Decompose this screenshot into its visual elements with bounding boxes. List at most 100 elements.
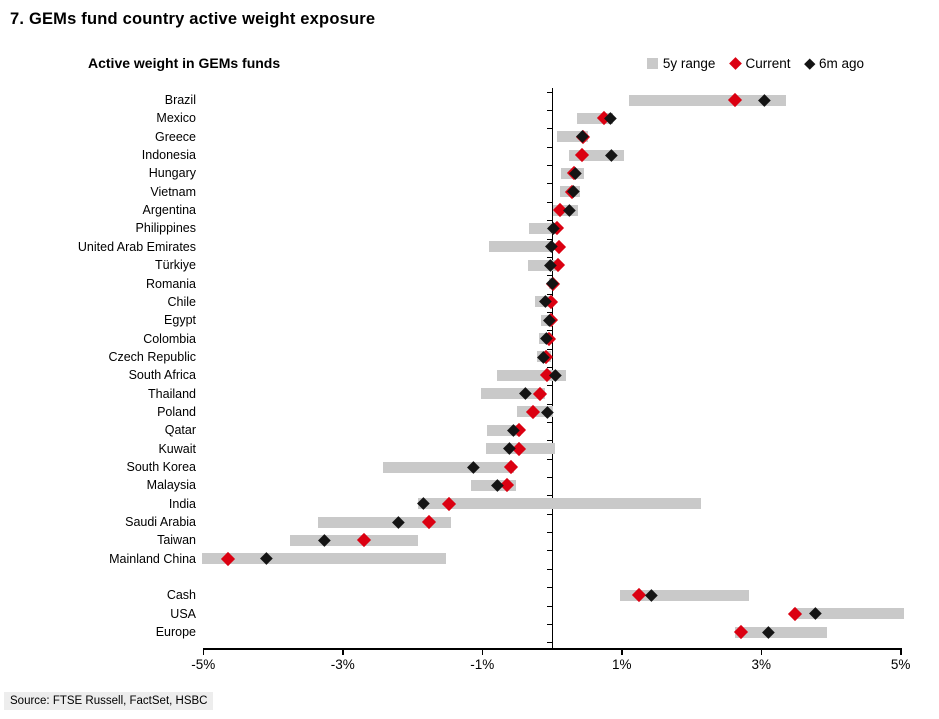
legend-six-m-label: 6m ago (818, 56, 864, 71)
zero-axis-tick (546, 605, 552, 607)
row-label: Indonesia (141, 148, 196, 163)
zero-axis-tick (546, 238, 552, 240)
row-label: Romania (145, 276, 196, 291)
zero-axis-tick (546, 403, 552, 405)
range-bar (528, 222, 557, 234)
zero-axis-tick (546, 146, 552, 148)
legend: 5y range Current 6m ago (646, 56, 864, 71)
row-label: South Africa (128, 368, 196, 383)
row-label: Cash (166, 588, 196, 603)
row-label: Egypt (164, 313, 196, 328)
zero-axis-tick (546, 366, 552, 368)
range-bar (569, 149, 624, 161)
row-label: South Korea (126, 460, 197, 474)
chart-title: 7. GEMs fund country active weight expos… (10, 10, 376, 28)
range-bar (619, 589, 749, 601)
zero-axis-tick (546, 513, 552, 515)
zero-axis-tick (546, 477, 552, 479)
zero-axis-tick (546, 422, 552, 423)
row-label: Thailand (148, 386, 196, 401)
range-bar (201, 553, 446, 565)
chart-subtitle: Active weight in GEMs funds (88, 55, 281, 71)
zero-axis-tick (546, 311, 552, 313)
range-bar (528, 259, 557, 271)
zero-axis-tick (546, 110, 552, 112)
zero-axis-tick (546, 256, 552, 258)
row-label: Europe (155, 625, 196, 640)
row-label: Mexico (156, 111, 196, 126)
legend-item-range: 5y range (646, 56, 716, 71)
range-bar (487, 424, 522, 436)
zero-axis-tick (546, 458, 552, 460)
zero-axis-tick (546, 348, 552, 350)
range-bar (418, 498, 702, 510)
zero-axis-tick (546, 642, 552, 644)
x-axis-tick-label: -1% (470, 657, 495, 672)
range-bar (383, 461, 515, 473)
range-bar (577, 112, 614, 124)
row-label: Greece (155, 129, 196, 144)
row-label: India (168, 496, 196, 511)
row-label: Brazil (164, 93, 196, 107)
zero-axis-line (551, 88, 553, 648)
row-label: Argentina (142, 203, 196, 218)
range-bar (792, 608, 905, 620)
zero-axis-tick (546, 220, 552, 222)
legend-range-label: 5y range (662, 56, 716, 71)
row-label: Colombia (143, 331, 196, 346)
row-label: Türkiye (155, 258, 196, 273)
range-bar (489, 241, 552, 253)
x-axis-tick-label: 3% (751, 657, 771, 672)
x-axis-tick-label: 1% (611, 657, 632, 672)
range-bar (556, 131, 589, 143)
row-label: Czech Republic (108, 349, 196, 364)
x-axis-tick (342, 648, 344, 655)
range-bar (480, 388, 546, 400)
zero-axis-tick (546, 330, 552, 332)
row-label: United Arab Emirates (77, 239, 196, 254)
x-axis-tick (621, 648, 623, 655)
row-label: Philippines (135, 221, 196, 236)
range-bar (628, 94, 786, 106)
zero-axis-tick (546, 587, 552, 589)
range-bar-swatch-icon (646, 58, 658, 69)
zero-axis-tick (546, 201, 552, 203)
row-label: Mainland China (109, 551, 196, 566)
zero-axis-tick (546, 440, 552, 442)
x-axis-tick (760, 648, 763, 655)
x-axis-tick (481, 648, 484, 655)
range-bar (318, 516, 451, 528)
range-bar (290, 534, 419, 546)
zero-axis-tick (546, 293, 552, 295)
row-label: USA (170, 606, 196, 621)
zero-axis-tick (546, 165, 552, 167)
row-label: Chile (167, 294, 197, 309)
x-axis-tick (202, 648, 205, 655)
row-label: Vietnam (150, 184, 196, 199)
x-axis-tick (900, 648, 902, 655)
legend-current-label: Current (745, 56, 791, 71)
row-label: Taiwan (157, 533, 196, 548)
source-note: Source: FTSE Russell, FactSet, HSBC (4, 692, 214, 710)
range-bar (734, 626, 828, 638)
zero-axis-tick (546, 532, 552, 534)
zero-axis-tick (546, 568, 552, 570)
zero-axis-tick (546, 623, 552, 625)
row-label: Hungary (148, 166, 196, 181)
row-label: Malaysia (146, 478, 196, 493)
zero-axis-tick (546, 495, 552, 497)
zero-axis-tick (546, 128, 552, 130)
row-label: Saudi Arabia (125, 515, 196, 530)
zero-axis-tick (546, 183, 552, 185)
zero-axis-tick (546, 550, 552, 552)
legend-item-current: Current (729, 56, 791, 71)
x-axis-line (203, 648, 901, 650)
legend-item-six-m: 6m ago (804, 56, 864, 71)
row-label: Qatar (164, 423, 196, 438)
row-label: Kuwait (158, 441, 196, 456)
x-axis-tick-label: -3% (330, 657, 355, 672)
zero-axis-tick (546, 275, 552, 277)
x-axis-tick-label: -5% (191, 657, 216, 672)
